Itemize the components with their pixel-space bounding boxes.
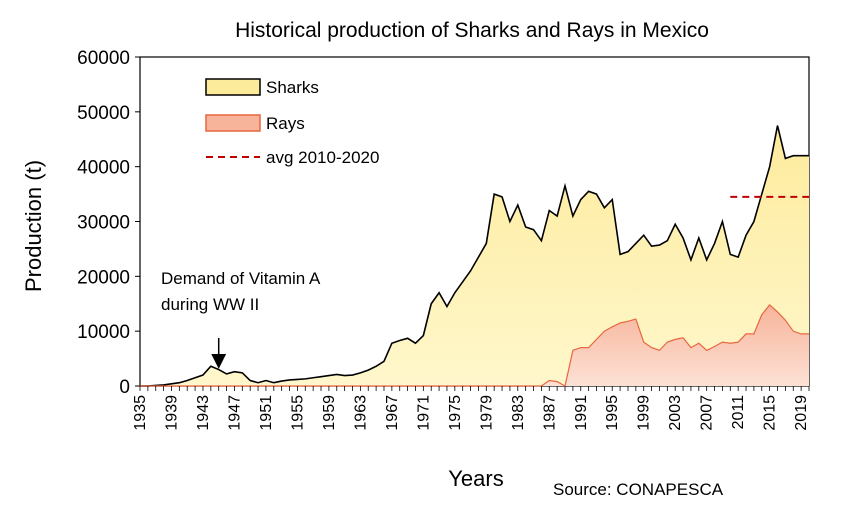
annotation-line-1: Demand of Vitamin A (161, 269, 321, 288)
annotation-vitamin-a: Demand of Vitamin A during WW II (161, 269, 321, 369)
y-tick-label: 50000 (77, 103, 130, 124)
x-tick-label: 1991 (573, 395, 590, 431)
series-line-rays (140, 303, 809, 387)
x-tick-label: 1999 (636, 395, 653, 431)
x-tick-label: 2007 (699, 395, 716, 431)
x-tick-label: 1975 (447, 395, 464, 431)
legend-swatch-sharks (205, 78, 261, 96)
y-tick-label: 60000 (77, 48, 130, 69)
x-axis-label: Years (448, 466, 503, 491)
y-tick-label: 0 (119, 377, 130, 398)
x-tick-label: 1935 (132, 395, 149, 431)
x-tick-label: 1983 (510, 395, 527, 431)
x-tick-label: 2019 (793, 395, 810, 431)
x-tick-label: 1979 (478, 395, 495, 431)
y-tick-label: 20000 (77, 267, 130, 288)
legend: Sharks Rays avg 2010-2020 (205, 78, 379, 167)
series-area-sharks (140, 125, 809, 386)
y-tick-label: 10000 (77, 322, 130, 343)
series-line-sharks (140, 125, 809, 387)
x-tick-label: 1951 (258, 395, 275, 431)
x-axis: 1935 1939 1943 1947 1951 1955 1959 1963 1967 1971… (132, 386, 810, 431)
y-tick-label: 30000 (77, 213, 130, 234)
y-tick-label: 40000 (77, 158, 130, 179)
annotation-line-2: during WW II (161, 295, 259, 314)
x-tick-label: 1967 (384, 395, 401, 431)
legend-swatch-rays (205, 114, 261, 132)
x-tick-label: 2011 (730, 395, 747, 430)
x-tick-label: 2015 (762, 395, 779, 431)
legend-label-avg: avg 2010-2020 (266, 148, 379, 167)
x-tick-label: 1947 (226, 395, 243, 431)
x-tick-label: 1963 (352, 395, 369, 431)
source-note: Source: CONAPESCA (553, 480, 724, 499)
x-tick-label: 1943 (195, 395, 212, 431)
x-tick-label: 1995 (604, 395, 621, 431)
x-tick-label: 1959 (321, 395, 338, 431)
legend-label-rays: Rays (266, 114, 305, 133)
x-tick-label: 1939 (163, 395, 180, 431)
x-tick-label: 1955 (289, 395, 306, 431)
series-area-rays (140, 304, 809, 386)
x-tick-label: 1987 (541, 395, 558, 431)
chart-title: Historical production of Sharks and Rays… (235, 19, 709, 42)
series-layer (140, 125, 809, 387)
x-tick-label: 2003 (667, 395, 684, 431)
x-tick-label: 1971 (415, 395, 432, 431)
y-axis: 0 10000 20000 30000 40000 50000 60000 (77, 48, 140, 398)
legend-label-sharks: Sharks (266, 78, 319, 97)
y-axis-label: Production (t) (21, 160, 46, 292)
